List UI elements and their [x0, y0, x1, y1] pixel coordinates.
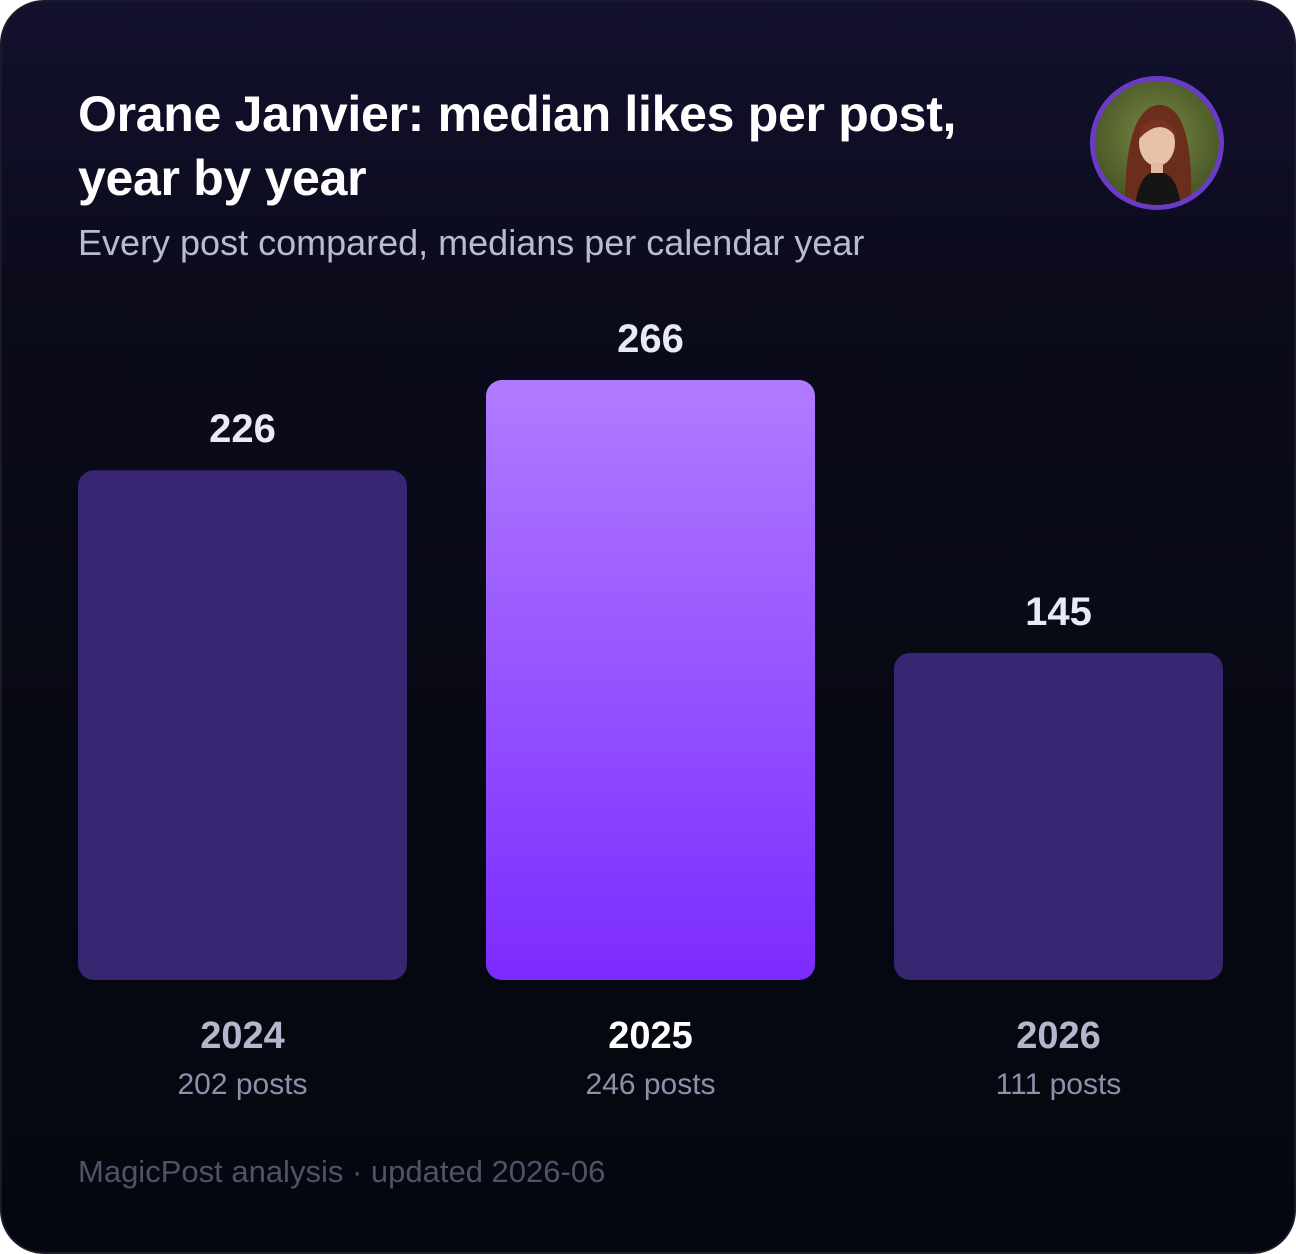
post-count-2024: 202 posts [177, 1068, 307, 1101]
profile-photo-icon [1125, 104, 1192, 205]
footer-note: MagicPost analysis · updated 2026-06 [78, 1154, 606, 1189]
chart-subtitle: Every post compared, medians per calenda… [78, 222, 865, 263]
value-label-2024: 226 [209, 407, 276, 451]
post-count-2025: 246 posts [585, 1068, 715, 1101]
value-label-2025: 266 [617, 317, 684, 361]
post-count-2026: 111 posts [996, 1068, 1122, 1101]
value-label-2026: 145 [1025, 590, 1092, 634]
bar-2025 [486, 380, 815, 980]
category-label-2026: 2026 [1016, 1015, 1101, 1057]
avatar [1090, 76, 1224, 210]
chart-title: Orane Janvier: median likes per post, ye… [78, 86, 957, 206]
bar-2024 [78, 470, 407, 980]
category-label-2025: 2025 [608, 1015, 693, 1057]
category-label-2024: 2024 [200, 1015, 285, 1057]
bar-2026 [894, 652, 1223, 980]
